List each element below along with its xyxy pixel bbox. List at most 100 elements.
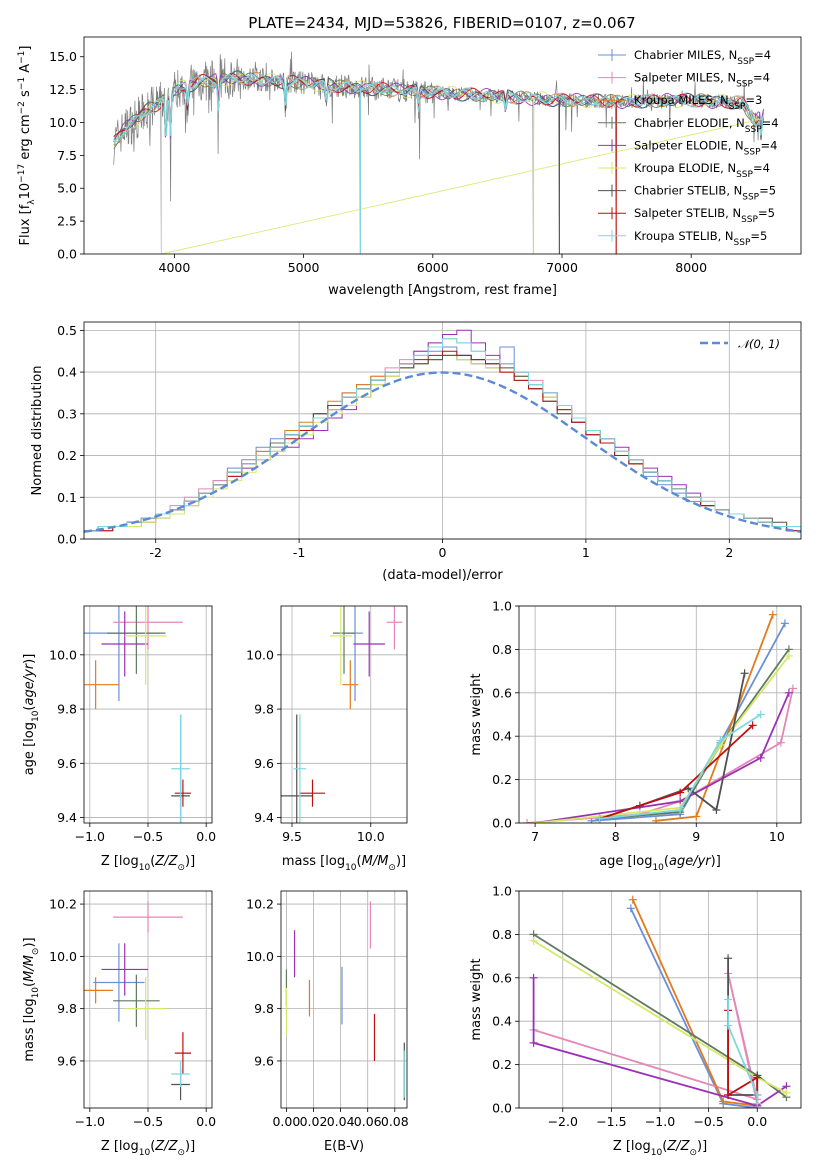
spectrum-legend: Chabrier MILES, NSSP=4 Salpeter MILES, NS…	[598, 48, 779, 248]
spectrum-data-line	[113, 51, 764, 254]
y-tick-label: 1.0	[492, 884, 512, 899]
mass-weight-line	[527, 688, 794, 823]
error-bar-point	[107, 606, 166, 674]
plot-area	[84, 329, 801, 539]
y-tick-label: 10.0	[246, 647, 274, 662]
y-tick-label: 0.6	[492, 970, 512, 985]
error-bar-point	[171, 714, 190, 823]
mass-weight-marker	[782, 1088, 791, 1097]
mass-weight-marker	[768, 610, 777, 619]
y-tick-label: 0.8	[492, 642, 512, 657]
error-bar-point	[171, 1060, 190, 1088]
y-tick-label: 10.0	[49, 949, 77, 964]
axes-frame	[280, 890, 408, 1109]
y-tick-label: 7.5	[57, 148, 77, 163]
plot-area	[84, 901, 192, 1101]
legend-entry-label: Chabrier ELODIE, NSSP=4	[634, 116, 779, 135]
mass-weight-marker	[788, 684, 797, 693]
mass-weight-marker	[740, 669, 749, 678]
x-tick-label: 0.0	[747, 1114, 767, 1129]
y-tick-label: 0.5	[57, 323, 77, 338]
x-tick-label: 10	[769, 829, 785, 844]
x-tick-label: −0.5	[133, 829, 163, 844]
error-bar-point	[293, 714, 307, 823]
y-tick-label: 9.6	[57, 1053, 77, 1068]
x-tick-label: 7	[531, 829, 539, 844]
x-tick-label: 0.08	[381, 1114, 409, 1129]
x-axis-label: Z [log10(Z/Z⊙)]	[101, 1139, 195, 1158]
mass-weight-marker	[756, 710, 765, 719]
y-tick-label: 15.0	[49, 49, 77, 64]
mass-weight-marker	[529, 1038, 538, 1047]
mass-weight-marker	[784, 688, 793, 697]
y-tick-label: 0.4	[57, 365, 77, 380]
histogram-legend: 𝒩(0, 1)	[700, 337, 780, 351]
mass-weight-marker	[529, 936, 538, 945]
y-tick-label: 5.0	[57, 181, 77, 196]
error-bar-point	[124, 977, 167, 1041]
y-tick-label: 9.6	[57, 756, 77, 771]
gaussian-reference-line	[84, 371, 801, 533]
panel-mass-vs-EBV: 0.00 0.02 0.04 0.06 0.08 9.6 9.8 10.0 10.2 E(B-V)	[246, 890, 409, 1154]
x-tick-label: 9	[692, 829, 700, 844]
mass-weight-marker	[724, 1090, 733, 1099]
x-axis-label: age [log10(age/yr)]	[599, 854, 721, 873]
y-axis-label: Normed distribution	[30, 366, 45, 496]
x-tick-label: 10.0	[357, 829, 385, 844]
figure-title: PLATE=2434, MJD=53826, FIBERID=0107, z=0…	[248, 14, 635, 32]
x-tick-label: -1	[293, 545, 305, 560]
plot-area	[523, 610, 797, 823]
y-tick-label: 0.1	[57, 490, 77, 505]
error-bar-point	[113, 901, 183, 933]
mass-weight-marker	[753, 1090, 762, 1099]
error-bar-point	[353, 611, 385, 677]
x-tick-label: −1.0	[645, 1114, 675, 1129]
plot-area	[113, 51, 765, 254]
panel-spectrum: 4000 5000 6000 7000 8000 0.0 2.5 5.0 7.5 10.0 12.5…	[17, 36, 802, 298]
y-tick-label: 9.4	[254, 810, 274, 825]
x-axis-label: (data-model)/error	[382, 568, 503, 583]
x-axis-label: Z [log10(Z/Z⊙)]	[613, 1139, 707, 1158]
mass-weight-marker	[595, 814, 604, 823]
error-bar-point	[299, 779, 326, 807]
x-tick-label: 0.0	[196, 829, 216, 844]
plot-area	[84, 606, 192, 823]
mass-weight-marker	[531, 819, 540, 823]
x-tick-label: −1.5	[596, 1114, 626, 1129]
error-bar-point	[124, 606, 167, 685]
axes-frame	[280, 605, 408, 824]
x-tick-label: 5000	[288, 260, 320, 275]
spectrum-model-line	[113, 74, 764, 142]
y-tick-label: 0.2	[492, 1057, 512, 1072]
axes-frame	[83, 36, 802, 255]
error-bar-point	[329, 606, 352, 685]
legend-entry-label: Salpeter STELIB, NSSP=5	[634, 206, 775, 225]
mass-weight-line	[631, 899, 758, 1107]
plot-area	[529, 895, 791, 1108]
legend-entry-label: Salpeter ELODIE, NSSP=4	[634, 138, 777, 157]
mass-weight-marker	[523, 819, 532, 823]
y-tick-label: 10.2	[246, 897, 274, 912]
y-tick-label: 2.5	[57, 214, 77, 229]
mass-weight-marker	[676, 805, 685, 814]
panel-massweight-vs-age: 7 8 9 10 0.0 0.2 0.4 0.6 0.8 1.0 age [log10(age/yr…	[469, 599, 802, 873]
legend-entry-label: Salpeter MILES, NSSP=4	[634, 71, 770, 90]
y-axis-label: mass weight	[469, 958, 484, 1040]
y-tick-label: 1.0	[492, 599, 512, 614]
error-bar-point	[174, 1032, 192, 1075]
mass-weight-line	[727, 999, 759, 1104]
x-axis-label: mass [log10(M/M⊙)]	[282, 854, 406, 873]
panel-age-vs-mass: 9.5 10.0 9.4 9.6 9.8 10.0 mass [log10(M/M⊙)]	[246, 605, 408, 873]
x-tick-label: 6000	[417, 260, 449, 275]
mass-weight-marker	[748, 721, 757, 730]
error-bar-point	[101, 943, 148, 996]
error-bar-point	[342, 660, 359, 710]
plot-area	[281, 606, 403, 823]
y-tick-label: 0.0	[492, 816, 512, 831]
x-tick-label: 1	[582, 545, 590, 560]
x-tick-label: −2.0	[548, 1114, 578, 1129]
mass-weight-marker	[776, 738, 785, 747]
y-axis-label: Flux [fλ10−17 erg cm−2 s−1 A−1]	[17, 46, 37, 246]
y-tick-label: 0.0	[57, 247, 77, 262]
y-tick-label: 9.8	[57, 702, 77, 717]
